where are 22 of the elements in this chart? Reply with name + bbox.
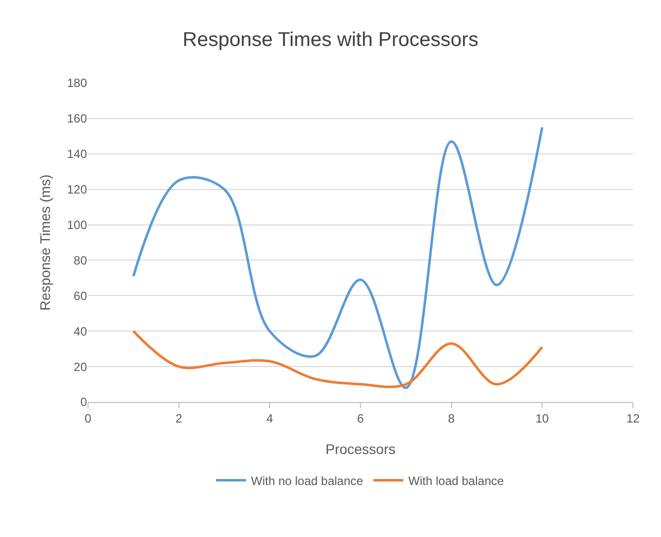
chart-title: Response Times with Processors (182, 29, 478, 52)
y-tick-label: 40 (74, 324, 88, 338)
x-tick-label: 6 (357, 411, 364, 426)
x-tick-label: 8 (448, 411, 455, 426)
y-tick-label: 60 (74, 288, 88, 303)
x-tick-label: 4 (266, 411, 274, 426)
y-tick-label: 20 (74, 360, 88, 374)
x-tick-label: 2 (175, 411, 182, 426)
y-tick-label: 100 (66, 218, 88, 232)
y-tick-label: 180 (66, 76, 88, 90)
x-axis-title: Processors (325, 441, 396, 457)
y-tick-label: 0 (80, 395, 88, 410)
y-tick-label: 80 (74, 253, 88, 268)
y-tick-label: 140 (66, 147, 88, 162)
y-tick-label: 160 (66, 112, 88, 126)
x-tick-label: 10 (535, 411, 550, 426)
legend-label: With no load balance (251, 474, 364, 488)
y-axis-title: Response Times (ms) (37, 174, 53, 311)
x-tick-label: 12 (626, 411, 640, 426)
line-series (132, 126, 544, 390)
y-tick-label: 120 (66, 182, 88, 197)
legend-label: With load balance (408, 474, 504, 488)
